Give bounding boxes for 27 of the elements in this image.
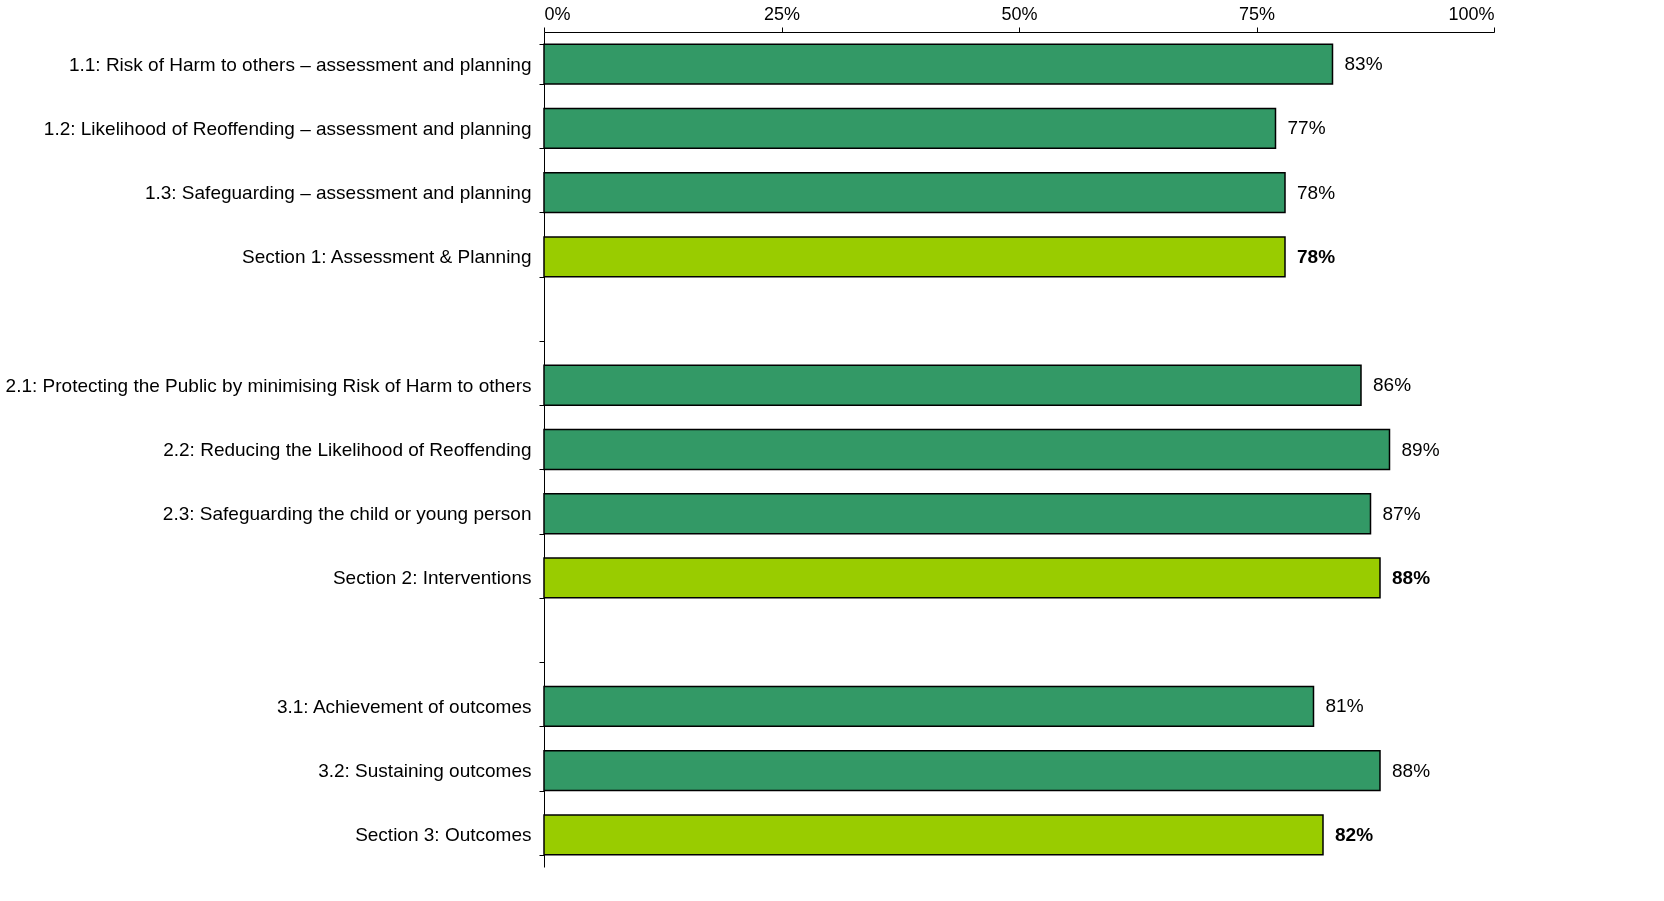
x-tick-label: 100% xyxy=(1448,3,1495,24)
data-label: 81% xyxy=(1325,695,1364,717)
y-tick-label: 1.3: Safeguarding – assessment and planning xyxy=(144,182,532,204)
y-tick-label: 3.1: Achievement of outcomes xyxy=(276,695,532,717)
x-tick-label: 50% xyxy=(1001,3,1038,24)
data-label: 82% xyxy=(1335,823,1374,845)
data-label: 83% xyxy=(1344,53,1383,75)
data-label: 78% xyxy=(1297,181,1336,203)
y-tick-label: Section 2: Interventions xyxy=(332,567,532,589)
y-tick-label: 2.2: Reducing the Likelihood of Reoffending xyxy=(163,439,532,460)
x-tick-label: 0% xyxy=(544,3,571,24)
data-label: 78% xyxy=(1297,245,1336,267)
data-label: 77% xyxy=(1287,117,1326,139)
y-tick-label: 1.1: Risk of Harm to others – assessment and planning xyxy=(68,53,532,75)
y-tick-label: 3.2: Sustaining outcomes xyxy=(318,760,532,782)
data-label: 88% xyxy=(1392,566,1431,588)
y-tick-label: 1.2: Likelihood of Reoffending – assessment and planning xyxy=(43,117,532,139)
y-tick-label: 2.3: Safeguarding the child or young person xyxy=(162,503,532,525)
y-tick-label: Section 3: Outcomes xyxy=(355,824,532,846)
data-label: 86% xyxy=(1373,374,1412,396)
x-tick-label: 25% xyxy=(763,3,801,24)
data-label: 88% xyxy=(1392,759,1431,781)
y-tick-label: Section 1: Assessment & Planning xyxy=(242,246,532,268)
data-label: 89% xyxy=(1401,438,1440,460)
y-tick-label: 2.1: Protecting the Public by minimising Risk of Harm to others xyxy=(5,374,532,396)
data-label: 87% xyxy=(1382,502,1421,524)
x-tick-label: 75% xyxy=(1238,3,1276,24)
